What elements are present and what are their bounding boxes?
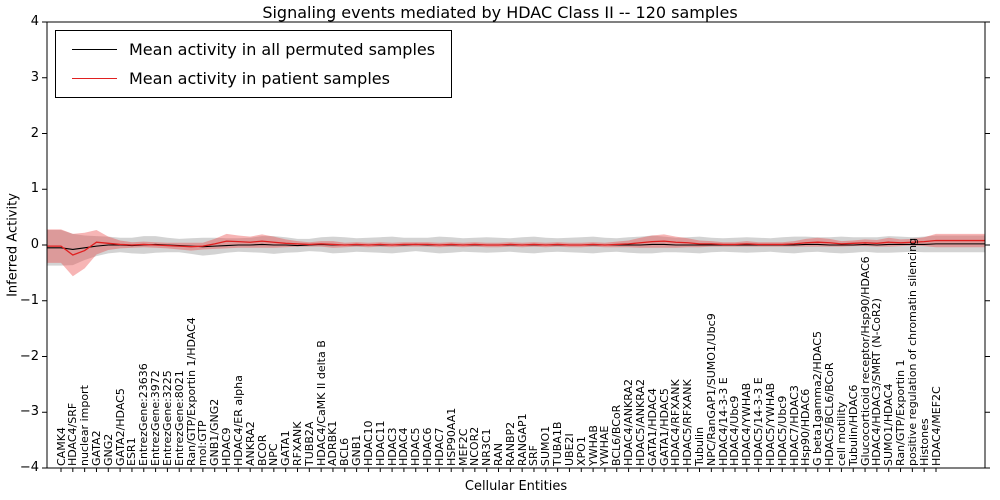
x-tick-label: HDAC4/14-3-3 E (716, 377, 730, 466)
x-tick-label: Hsp90/HDAC6 (799, 388, 813, 466)
x-tick-label: HDAC3 (385, 427, 399, 466)
x-tick-label: EntrezGene:3972 (149, 370, 163, 466)
x-tick-label: HDAC5/ANKRA2 (633, 379, 647, 466)
permuted-band (47, 229, 985, 266)
x-tick-label: nuclear import (78, 385, 92, 466)
x-tick-label: EntrezGene:3225 (160, 370, 174, 466)
x-tick-label: HDAC4 (397, 427, 411, 466)
x-tick-label: ESR1 (125, 437, 139, 466)
x-tick-label: MEF2C (456, 428, 470, 466)
x-tick-label: HDAC10 (361, 420, 375, 466)
x-tick-label: XPO1 (574, 436, 588, 466)
legend-label-permuted: Mean activity in all permuted samples (129, 40, 436, 59)
chart-title: Signaling events mediated by HDAC Class … (262, 3, 738, 22)
x-tick-label: Histones (917, 418, 931, 466)
x-tick-label: GATA2 (89, 430, 103, 466)
x-tick-label: HDAC5/14-3-3 E (752, 377, 766, 466)
x-tick-label: NR3C1 (480, 428, 494, 466)
y-tick-label: 2 (30, 125, 39, 141)
x-axis-label: Cellular Entities (464, 479, 568, 494)
x-tick-label: HDAC5/RFXANK (681, 379, 695, 466)
x-tick-label: RANBP2 (503, 421, 517, 466)
x-tick-label: Tubulin (693, 426, 706, 466)
x-tick-label: HDAC9 (220, 427, 234, 466)
x-tick-label: HDAC4/YWHAB (740, 382, 754, 466)
x-tick-label: G beta1gamma2/HDAC5 (811, 331, 825, 466)
x-tick-label: HDAC5 (409, 427, 423, 466)
x-tick-label: RAN (492, 443, 505, 466)
x-tick-label: SRF (527, 445, 541, 466)
x-tick-label: NCOR2 (468, 426, 482, 466)
legend-entry-permuted: Mean activity in all permuted samples (72, 40, 435, 59)
x-tick-label: HDAC4/ER alpha (231, 375, 245, 466)
y-tick-label: 1 (30, 181, 39, 197)
y-tick-label: −1 (19, 292, 39, 308)
x-tick-label: HDAC4/MEF2C (929, 386, 943, 466)
x-tick-label: SUMO1 (539, 425, 553, 466)
patient-line-swatch (72, 78, 117, 79)
x-tick-label: GATA1 (279, 430, 293, 466)
x-tick-label: Tubulin/HDAC6 (846, 384, 860, 466)
x-tick-label: mol:GTP (196, 420, 210, 466)
x-tick-label: HDAC7/HDAC3 (787, 385, 801, 466)
x-tick-label: GNB1/GNG2 (208, 398, 222, 466)
x-tick-label: HDAC5/Ubc9 (775, 395, 789, 466)
y-tick-label: −3 (19, 404, 39, 420)
x-tick-label: ADRBK1 (326, 420, 340, 466)
x-tick-label: GATA1/HDAC5 (657, 388, 671, 466)
x-tick-label: Ran/GTP/Exportin 1/HDAC4 (184, 317, 198, 466)
x-tick-label: BCL6 (338, 437, 352, 466)
x-tick-label: HDAC4/ANKRA2 (622, 379, 636, 466)
x-tick-label: HDAC4/SRF (66, 402, 80, 466)
x-tick-label: RANGAP1 (515, 413, 529, 466)
legend: Mean activity in all permuted samples Me… (55, 30, 453, 98)
x-tick-label: NPC/RanGAP1/SUMO1/Ubc9 (704, 313, 718, 466)
x-tick-label: CAMK4 (54, 427, 68, 466)
x-tick-label: GNB1 (350, 434, 364, 466)
x-tick-label: HDAC11 (373, 420, 387, 466)
x-tick-label: TUBB2A (302, 421, 316, 466)
x-tick-label: BCL6/BCoR (610, 404, 624, 466)
y-tick-label: 3 (30, 69, 39, 85)
x-tick-label: cell motility (834, 401, 848, 466)
x-tick-label: HDAC4/CaMK II delta B (314, 340, 328, 466)
x-tick-label: YWHAE (598, 425, 612, 466)
x-tick-label: TUBA1B (551, 421, 565, 466)
x-tick-label: HDAC4/HDAC3/SMRT (N-CoR2) (870, 298, 884, 466)
x-tick-label: GATA1/HDAC4 (645, 388, 659, 466)
x-tick-label: NPC (267, 443, 281, 466)
x-tick-label: ANKRA2 (243, 421, 257, 466)
legend-entry-patient: Mean activity in patient samples (72, 69, 435, 88)
x-tick-label: HSP90AA1 (444, 407, 458, 466)
x-tick-label: Glucocorticoid receptor/Hsp90/HDAC6 (858, 256, 872, 466)
x-tick-label: HDAC5/BCL6/BCoR (823, 362, 837, 466)
x-tick-label: HDAC4/RFXANK (669, 379, 683, 466)
x-tick-label: Ran/GTP/Exportin 1 (894, 359, 908, 466)
x-tick-label: GNG2 (101, 433, 115, 466)
x-tick-label: HDAC7 (432, 427, 446, 466)
x-tick-label: HDAC6 (421, 427, 435, 466)
y-tick-label: −4 (19, 460, 39, 475)
x-tick-label: UBE2I (562, 433, 576, 466)
x-tick-label: HDAC5/YWHAB (763, 382, 777, 466)
x-tick-label: positive regulation of chromatin silenci… (905, 237, 919, 466)
x-tick-label: HDAC4/Ubc9 (728, 395, 742, 466)
x-tick-label: RFXANK (290, 421, 304, 466)
x-tick-label: BCOR (255, 434, 269, 466)
y-tick-label: −2 (19, 348, 39, 364)
x-tick-label: EntrezGene:8021 (172, 370, 186, 466)
x-tick-label: SUMO1/HDAC4 (882, 383, 896, 466)
patient-mean-line (47, 239, 985, 256)
permuted-line-swatch (72, 49, 117, 50)
patient-band (47, 229, 985, 277)
y-tick-label: 4 (30, 14, 39, 29)
x-tick-label: YWHAB (586, 425, 600, 466)
y-tick-label: 0 (30, 237, 39, 252)
x-tick-label: EntrezGene:23636 (137, 363, 151, 466)
legend-label-patient: Mean activity in patient samples (129, 69, 390, 88)
x-tick-label: GATA2/HDAC5 (113, 388, 127, 466)
